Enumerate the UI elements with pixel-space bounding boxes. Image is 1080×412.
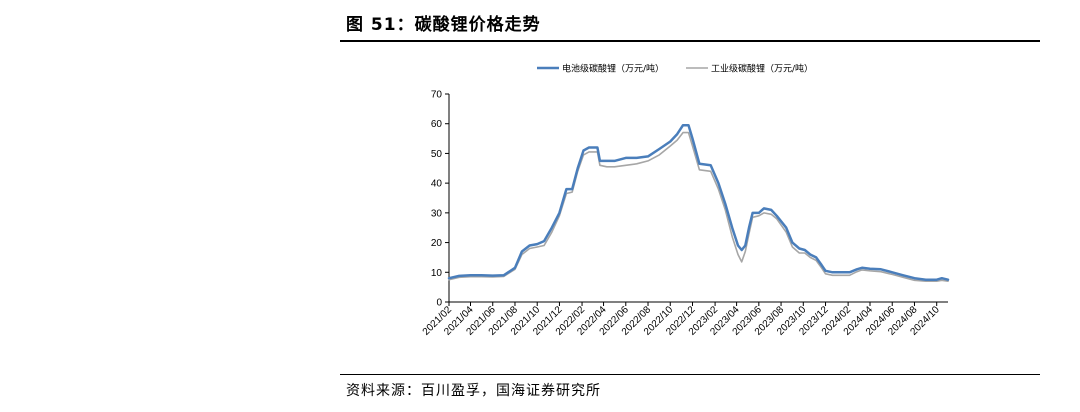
series-layer bbox=[447, 123, 950, 282]
y-tick-label: 20 bbox=[431, 238, 443, 249]
figure-title: 图 51：碳酸锂价格走势 bbox=[346, 15, 541, 35]
legend: 电池级碳酸锂（万元/吨） 工业级碳酸锂（万元/吨） bbox=[537, 63, 813, 75]
bottom-rule bbox=[340, 374, 1040, 375]
legend-label: 工业级碳酸锂（万元/吨） bbox=[711, 63, 813, 75]
y-tick-label: 60 bbox=[431, 119, 443, 130]
y-tick-label: 30 bbox=[431, 208, 443, 219]
top-rule bbox=[340, 40, 1040, 42]
series-line-industrial-grade bbox=[448, 131, 949, 282]
legend-item-industrial-grade: 工业级碳酸锂（万元/吨） bbox=[686, 63, 813, 75]
source-note: 资料来源：百川盈孚，国海证券研究所 bbox=[346, 383, 601, 399]
y-tick-label: 10 bbox=[431, 268, 443, 279]
axes: 0102030405060702021/022021/042021/062021… bbox=[421, 90, 948, 338]
legend-item-battery-grade: 电池级碳酸锂（万元/吨） bbox=[537, 63, 664, 75]
y-tick-label: 40 bbox=[431, 179, 443, 190]
y-tick-label: 50 bbox=[431, 149, 443, 160]
y-tick-label: 70 bbox=[431, 90, 443, 101]
series-line-battery-grade bbox=[447, 123, 950, 281]
y-tick-label: 0 bbox=[436, 298, 442, 309]
legend-label: 电池级碳酸锂（万元/吨） bbox=[562, 63, 664, 75]
